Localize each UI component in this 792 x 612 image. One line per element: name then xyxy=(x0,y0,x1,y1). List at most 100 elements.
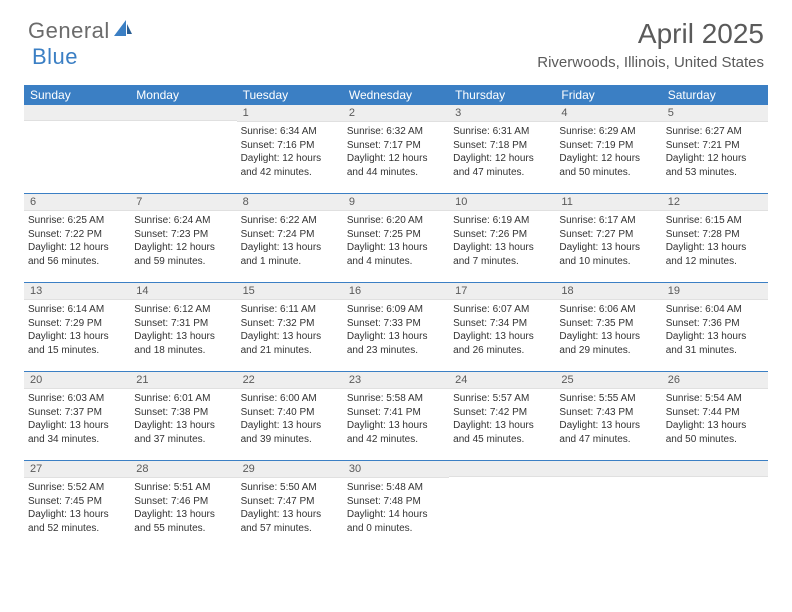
day-details: Sunrise: 6:15 AMSunset: 7:28 PMDaylight:… xyxy=(662,211,768,271)
calendar-cell: 13Sunrise: 6:14 AMSunset: 7:29 PMDayligh… xyxy=(24,283,130,371)
day-number: 5 xyxy=(662,105,768,122)
day-details: Sunrise: 6:34 AMSunset: 7:16 PMDaylight:… xyxy=(237,122,343,182)
sunrise-line: Sunrise: 6:03 AM xyxy=(28,392,124,406)
sunset-line: Sunset: 7:48 PM xyxy=(347,495,443,509)
day-details: Sunrise: 6:03 AMSunset: 7:37 PMDaylight:… xyxy=(24,389,130,449)
day-details: Sunrise: 6:01 AMSunset: 7:38 PMDaylight:… xyxy=(130,389,236,449)
sunset-line: Sunset: 7:42 PM xyxy=(453,406,549,420)
day-details xyxy=(662,477,768,537)
calendar-cell: 8Sunrise: 6:22 AMSunset: 7:24 PMDaylight… xyxy=(237,194,343,282)
day-number: 28 xyxy=(130,461,236,478)
day-details: Sunrise: 5:50 AMSunset: 7:47 PMDaylight:… xyxy=(237,478,343,538)
sunset-line: Sunset: 7:43 PM xyxy=(559,406,655,420)
sunrise-line: Sunrise: 5:55 AM xyxy=(559,392,655,406)
day-details: Sunrise: 6:25 AMSunset: 7:22 PMDaylight:… xyxy=(24,211,130,271)
sunset-line: Sunset: 7:31 PM xyxy=(134,317,230,331)
sunset-line: Sunset: 7:17 PM xyxy=(347,139,443,153)
sunrise-line: Sunrise: 5:52 AM xyxy=(28,481,124,495)
calendar-cell: 10Sunrise: 6:19 AMSunset: 7:26 PMDayligh… xyxy=(449,194,555,282)
daylight-line: Daylight: 13 hours and 15 minutes. xyxy=(28,330,124,357)
daylight-line: Daylight: 13 hours and 23 minutes. xyxy=(347,330,443,357)
logo-blue-wrap: Blue xyxy=(32,44,78,70)
daylight-line: Daylight: 13 hours and 26 minutes. xyxy=(453,330,549,357)
day-number: 2 xyxy=(343,105,449,122)
daylight-line: Daylight: 13 hours and 7 minutes. xyxy=(453,241,549,268)
calendar-cell: 20Sunrise: 6:03 AMSunset: 7:37 PMDayligh… xyxy=(24,372,130,460)
day-details: Sunrise: 5:51 AMSunset: 7:46 PMDaylight:… xyxy=(130,478,236,538)
sunset-line: Sunset: 7:40 PM xyxy=(241,406,337,420)
logo-sail-icon xyxy=(114,20,134,43)
daylight-line: Daylight: 13 hours and 31 minutes. xyxy=(666,330,762,357)
calendar-cell: 18Sunrise: 6:06 AMSunset: 7:35 PMDayligh… xyxy=(555,283,661,371)
calendar-cell: 23Sunrise: 5:58 AMSunset: 7:41 PMDayligh… xyxy=(343,372,449,460)
sunset-line: Sunset: 7:47 PM xyxy=(241,495,337,509)
daylight-line: Daylight: 12 hours and 44 minutes. xyxy=(347,152,443,179)
calendar-cell-empty xyxy=(662,461,768,549)
calendar-cell-empty xyxy=(449,461,555,549)
daylight-line: Daylight: 13 hours and 18 minutes. xyxy=(134,330,230,357)
daylight-line: Daylight: 13 hours and 39 minutes. xyxy=(241,419,337,446)
day-header-cell: Wednesday xyxy=(343,85,449,105)
daylight-line: Daylight: 13 hours and 42 minutes. xyxy=(347,419,443,446)
month-title: April 2025 xyxy=(537,18,764,50)
sunrise-line: Sunrise: 6:29 AM xyxy=(559,125,655,139)
day-details xyxy=(555,477,661,537)
day-number: 9 xyxy=(343,194,449,211)
day-details: Sunrise: 6:19 AMSunset: 7:26 PMDaylight:… xyxy=(449,211,555,271)
day-details xyxy=(24,121,130,181)
calendar-cell: 1Sunrise: 6:34 AMSunset: 7:16 PMDaylight… xyxy=(237,105,343,193)
day-details: Sunrise: 6:07 AMSunset: 7:34 PMDaylight:… xyxy=(449,300,555,360)
day-number: 1 xyxy=(237,105,343,122)
day-number: 26 xyxy=(662,372,768,389)
calendar-cell: 15Sunrise: 6:11 AMSunset: 7:32 PMDayligh… xyxy=(237,283,343,371)
daylight-line: Daylight: 13 hours and 52 minutes. xyxy=(28,508,124,535)
day-header-cell: Tuesday xyxy=(237,85,343,105)
calendar-cell: 2Sunrise: 6:32 AMSunset: 7:17 PMDaylight… xyxy=(343,105,449,193)
sunset-line: Sunset: 7:19 PM xyxy=(559,139,655,153)
sunset-line: Sunset: 7:34 PM xyxy=(453,317,549,331)
sunrise-line: Sunrise: 5:54 AM xyxy=(666,392,762,406)
day-number xyxy=(24,105,130,121)
day-details: Sunrise: 6:31 AMSunset: 7:18 PMDaylight:… xyxy=(449,122,555,182)
calendar-week: 13Sunrise: 6:14 AMSunset: 7:29 PMDayligh… xyxy=(24,282,768,371)
day-header-cell: Saturday xyxy=(662,85,768,105)
calendar-cell: 19Sunrise: 6:04 AMSunset: 7:36 PMDayligh… xyxy=(662,283,768,371)
logo-text-blue: Blue xyxy=(32,44,78,69)
day-details: Sunrise: 6:29 AMSunset: 7:19 PMDaylight:… xyxy=(555,122,661,182)
day-number: 6 xyxy=(24,194,130,211)
sunrise-line: Sunrise: 6:00 AM xyxy=(241,392,337,406)
calendar-cell: 28Sunrise: 5:51 AMSunset: 7:46 PMDayligh… xyxy=(130,461,236,549)
calendar-cell: 27Sunrise: 5:52 AMSunset: 7:45 PMDayligh… xyxy=(24,461,130,549)
day-number: 29 xyxy=(237,461,343,478)
daylight-line: Daylight: 12 hours and 50 minutes. xyxy=(559,152,655,179)
daylight-line: Daylight: 13 hours and 10 minutes. xyxy=(559,241,655,268)
day-header-cell: Sunday xyxy=(24,85,130,105)
sunrise-line: Sunrise: 6:22 AM xyxy=(241,214,337,228)
sunrise-line: Sunrise: 6:07 AM xyxy=(453,303,549,317)
sunset-line: Sunset: 7:38 PM xyxy=(134,406,230,420)
day-details: Sunrise: 5:57 AMSunset: 7:42 PMDaylight:… xyxy=(449,389,555,449)
sunrise-line: Sunrise: 6:14 AM xyxy=(28,303,124,317)
sunset-line: Sunset: 7:18 PM xyxy=(453,139,549,153)
daylight-line: Daylight: 12 hours and 53 minutes. xyxy=(666,152,762,179)
calendar-cell-empty xyxy=(555,461,661,549)
day-number: 13 xyxy=(24,283,130,300)
day-number: 22 xyxy=(237,372,343,389)
day-number: 17 xyxy=(449,283,555,300)
logo-text-general: General xyxy=(28,18,110,44)
sunrise-line: Sunrise: 6:34 AM xyxy=(241,125,337,139)
day-number: 19 xyxy=(662,283,768,300)
sunrise-line: Sunrise: 6:17 AM xyxy=(559,214,655,228)
calendar-cell: 26Sunrise: 5:54 AMSunset: 7:44 PMDayligh… xyxy=(662,372,768,460)
sunrise-line: Sunrise: 6:09 AM xyxy=(347,303,443,317)
title-block: April 2025 Riverwoods, Illinois, United … xyxy=(537,18,764,71)
day-header-row: SundayMondayTuesdayWednesdayThursdayFrid… xyxy=(24,85,768,105)
sunrise-line: Sunrise: 6:12 AM xyxy=(134,303,230,317)
day-header-cell: Thursday xyxy=(449,85,555,105)
day-details: Sunrise: 6:22 AMSunset: 7:24 PMDaylight:… xyxy=(237,211,343,271)
day-details: Sunrise: 6:12 AMSunset: 7:31 PMDaylight:… xyxy=(130,300,236,360)
day-details: Sunrise: 5:55 AMSunset: 7:43 PMDaylight:… xyxy=(555,389,661,449)
day-details: Sunrise: 6:04 AMSunset: 7:36 PMDaylight:… xyxy=(662,300,768,360)
day-number xyxy=(449,461,555,477)
day-details: Sunrise: 6:20 AMSunset: 7:25 PMDaylight:… xyxy=(343,211,449,271)
